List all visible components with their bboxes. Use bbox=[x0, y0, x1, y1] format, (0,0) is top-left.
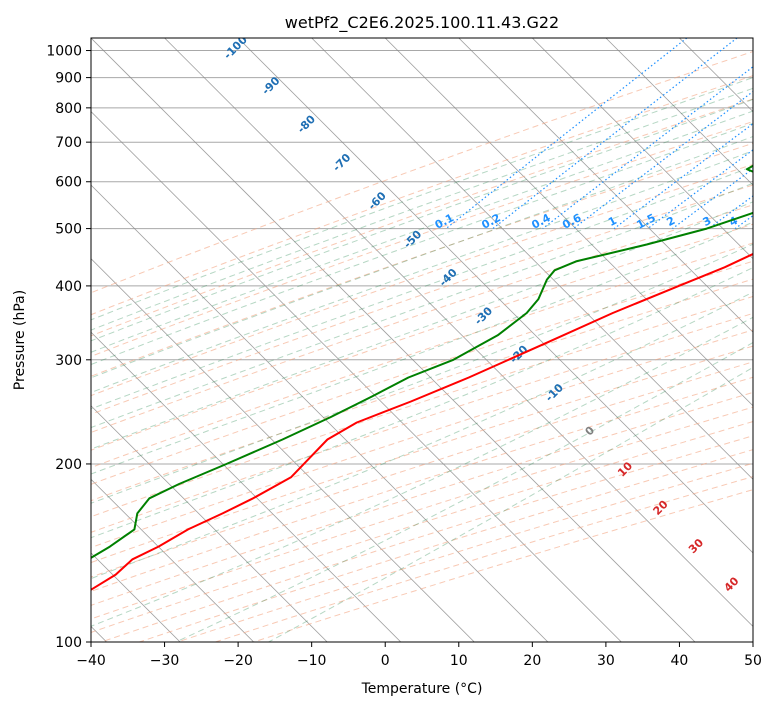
isotherm-line bbox=[91, 111, 622, 642]
dry-adiabat bbox=[91, 98, 753, 337]
moist-adiabat bbox=[91, 201, 753, 450]
x-tick-label: −30 bbox=[150, 653, 180, 669]
moist-adiabat bbox=[91, 182, 753, 429]
isotherm-line bbox=[91, 258, 475, 642]
plot-area: 0.10.20.40.611.52346810131620253036 -100… bbox=[91, 38, 753, 642]
mixing-ratio-line bbox=[542, 65, 753, 230]
isotherm-line bbox=[91, 184, 549, 642]
dry-adiabat bbox=[91, 329, 753, 549]
isotherm-line bbox=[384, 38, 753, 407]
moist-adiabat bbox=[91, 77, 753, 321]
x-tick-label: −10 bbox=[297, 653, 327, 669]
x-tick-label: 10 bbox=[450, 653, 468, 669]
x-tick-label: 50 bbox=[744, 653, 762, 669]
isotherm-line bbox=[237, 38, 753, 554]
x-tick-label: −40 bbox=[76, 653, 106, 669]
y-tick-label: 200 bbox=[55, 457, 82, 473]
x-tick-label: 40 bbox=[671, 653, 689, 669]
y-tick-label: 500 bbox=[55, 222, 82, 238]
mixing-ratio-line bbox=[573, 90, 753, 230]
chart-title: wetPf2_C2E6.2025.100.11.43.G22 bbox=[285, 13, 559, 33]
isotherm-line bbox=[91, 331, 402, 642]
x-axis: −40 −30 −20 −10 0 10 20 30 40 50 bbox=[76, 642, 762, 669]
plot-frame bbox=[90, 37, 754, 643]
moist-adiabat bbox=[175, 341, 753, 642]
y-tick-label: 700 bbox=[55, 135, 82, 151]
dry-adiabat bbox=[91, 142, 753, 377]
moist-adiabats bbox=[91, 77, 753, 642]
x-tick-label: 0 bbox=[381, 653, 390, 669]
dry-adiabats bbox=[91, 50, 753, 642]
isobar-grid bbox=[91, 50, 753, 642]
isotherm-line bbox=[458, 38, 753, 333]
isotherm-line bbox=[605, 38, 753, 186]
dry-adiabat bbox=[91, 75, 753, 316]
dry-adiabat bbox=[91, 361, 753, 578]
y-axis-title: Pressure (hPa) bbox=[12, 290, 28, 390]
isotherm-line bbox=[91, 478, 254, 642]
isotherm-line bbox=[91, 405, 328, 642]
moist-adiabat bbox=[91, 267, 753, 539]
isotherm-line bbox=[311, 38, 753, 480]
temperature-profile-line bbox=[91, 252, 753, 591]
x-tick-label: 20 bbox=[523, 653, 541, 669]
dry-adiabat bbox=[91, 376, 753, 592]
x-axis-title: Temperature (°C) bbox=[361, 681, 483, 697]
y-tick-label: 100 bbox=[55, 635, 82, 651]
dry-adiabat bbox=[91, 50, 753, 294]
moist-adiabat bbox=[91, 221, 753, 475]
x-tick-label: 30 bbox=[597, 653, 615, 669]
y-tick-label: 300 bbox=[55, 353, 82, 369]
moist-adiabat bbox=[91, 87, 753, 331]
isotherm-line bbox=[164, 38, 753, 627]
moist-adiabat bbox=[91, 110, 753, 353]
y-tick-label: 1000 bbox=[46, 44, 82, 60]
y-tick-label: 600 bbox=[55, 175, 82, 191]
dry-adiabat bbox=[91, 184, 753, 415]
y-tick-label: 900 bbox=[55, 71, 82, 87]
dry-adiabat bbox=[91, 223, 753, 451]
dry-adiabat bbox=[91, 242, 753, 469]
mixing-ratio-line bbox=[672, 168, 753, 230]
isotherm-line bbox=[91, 38, 696, 642]
y-tick-label: 800 bbox=[55, 101, 82, 117]
y-tick-label: 400 bbox=[55, 279, 82, 295]
moist-adiabat bbox=[91, 165, 753, 410]
dry-adiabat bbox=[91, 163, 753, 397]
y-axis: 100 200 300 400 500 600 700 800 900 1000 bbox=[46, 44, 91, 651]
moist-adiabat bbox=[91, 243, 753, 504]
mixing-ratio-lines: 0.10.20.40.611.52346810131620253036 bbox=[433, 38, 753, 232]
dry-adiabat bbox=[91, 278, 753, 502]
dewpoint-profile-line bbox=[91, 164, 753, 559]
dry-adiabat bbox=[91, 120, 753, 357]
x-tick-label: −20 bbox=[223, 653, 253, 669]
sounding-series bbox=[91, 164, 753, 591]
